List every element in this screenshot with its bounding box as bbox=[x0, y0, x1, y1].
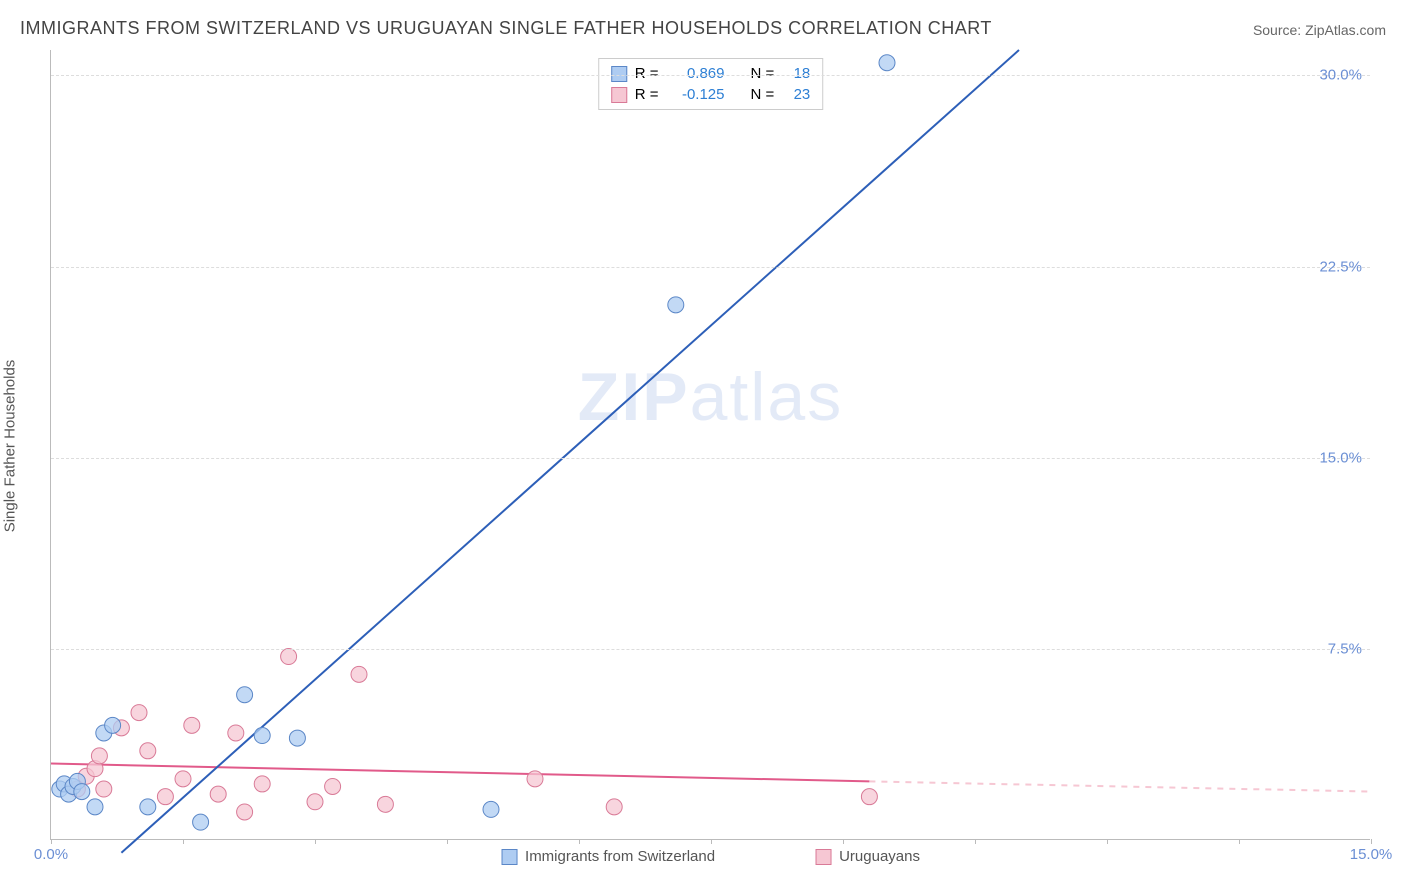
x-tick bbox=[1239, 839, 1240, 844]
x-tick bbox=[51, 839, 52, 844]
x-tick bbox=[315, 839, 316, 844]
x-tick bbox=[1107, 839, 1108, 844]
grid-line bbox=[51, 75, 1370, 76]
source-label: Source: bbox=[1253, 22, 1305, 38]
swatch-pink-icon bbox=[815, 849, 831, 865]
data-point bbox=[879, 55, 895, 71]
source-attribution: Source: ZipAtlas.com bbox=[1253, 22, 1386, 38]
data-point bbox=[105, 717, 121, 733]
data-point bbox=[210, 786, 226, 802]
data-point bbox=[325, 778, 341, 794]
data-point bbox=[281, 649, 297, 665]
x-tick-label: 15.0% bbox=[1350, 846, 1393, 863]
grid-line bbox=[51, 267, 1370, 268]
legend-label-blue: Immigrants from Switzerland bbox=[525, 848, 715, 865]
y-tick-label: 22.5% bbox=[1319, 258, 1362, 275]
data-point bbox=[527, 771, 543, 787]
chart-title: IMMIGRANTS FROM SWITZERLAND VS URUGUAYAN… bbox=[20, 18, 992, 39]
x-tick bbox=[183, 839, 184, 844]
data-point bbox=[237, 687, 253, 703]
grid-line bbox=[51, 649, 1370, 650]
legend-item-pink: Uruguayans bbox=[815, 848, 920, 865]
data-point bbox=[140, 743, 156, 759]
data-point bbox=[87, 799, 103, 815]
y-tick-label: 30.0% bbox=[1319, 67, 1362, 84]
data-point bbox=[131, 705, 147, 721]
x-tick bbox=[1371, 839, 1372, 844]
y-axis-label: Single Father Households bbox=[2, 360, 19, 533]
data-point bbox=[193, 814, 209, 830]
data-point bbox=[254, 776, 270, 792]
data-point bbox=[175, 771, 191, 787]
chart-svg bbox=[51, 50, 1370, 839]
data-point bbox=[228, 725, 244, 741]
data-point bbox=[140, 799, 156, 815]
data-point bbox=[96, 781, 112, 797]
trend-line bbox=[51, 764, 869, 782]
y-tick-label: 15.0% bbox=[1319, 449, 1362, 466]
grid-line bbox=[51, 458, 1370, 459]
data-point bbox=[861, 789, 877, 805]
plot-area: ZIPatlas R = 0.869 N = 18 R = -0.125 N =… bbox=[50, 50, 1370, 840]
y-tick-label: 7.5% bbox=[1328, 640, 1362, 657]
data-point bbox=[483, 801, 499, 817]
data-point bbox=[91, 748, 107, 764]
trend-line bbox=[869, 781, 1371, 791]
data-point bbox=[237, 804, 253, 820]
legend-series: Immigrants from Switzerland Uruguayans bbox=[501, 848, 920, 865]
data-point bbox=[157, 789, 173, 805]
x-tick bbox=[711, 839, 712, 844]
data-point bbox=[74, 784, 90, 800]
legend-label-pink: Uruguayans bbox=[839, 848, 920, 865]
data-point bbox=[606, 799, 622, 815]
x-tick bbox=[579, 839, 580, 844]
swatch-blue-icon bbox=[501, 849, 517, 865]
data-point bbox=[184, 717, 200, 733]
x-tick bbox=[975, 839, 976, 844]
data-point bbox=[668, 297, 684, 313]
data-point bbox=[377, 796, 393, 812]
data-point bbox=[289, 730, 305, 746]
data-point bbox=[351, 666, 367, 682]
legend-item-blue: Immigrants from Switzerland bbox=[501, 848, 715, 865]
source-link[interactable]: ZipAtlas.com bbox=[1305, 22, 1386, 38]
data-point bbox=[307, 794, 323, 810]
x-tick bbox=[843, 839, 844, 844]
data-point bbox=[254, 728, 270, 744]
x-tick bbox=[447, 839, 448, 844]
x-tick-label: 0.0% bbox=[34, 846, 68, 863]
